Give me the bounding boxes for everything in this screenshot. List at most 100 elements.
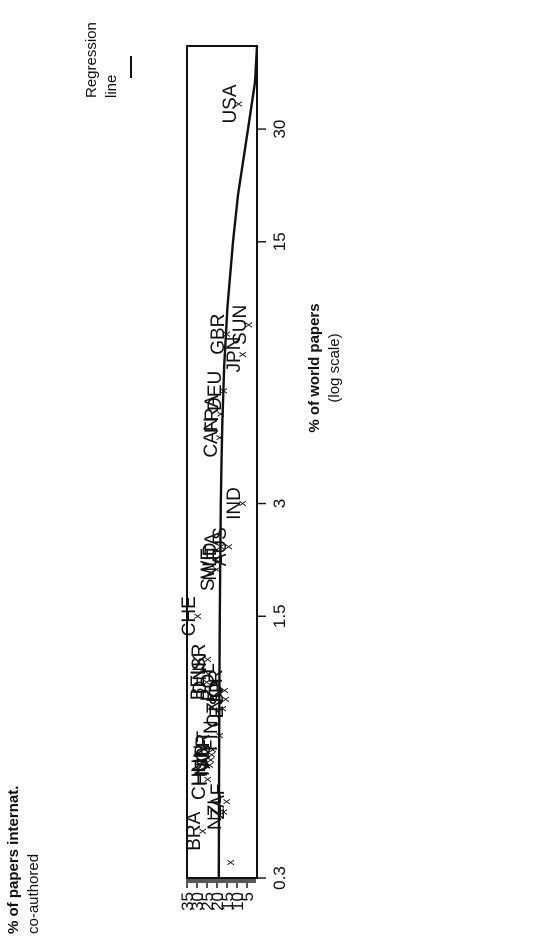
point-marker: x <box>216 809 230 815</box>
stray-marker: x <box>223 860 237 866</box>
x-axis-label-note: (log scale) <box>326 333 343 402</box>
x-tick-label: 1.5 <box>270 604 289 628</box>
point-label: CZK <box>204 689 225 727</box>
point-marker: x <box>204 752 218 758</box>
point-marker: x <box>213 544 227 550</box>
point-label: IND <box>224 487 245 520</box>
point-marker: x <box>200 776 214 782</box>
point-label: USA <box>220 84 241 123</box>
point-marker: x <box>231 101 245 107</box>
y-tick-label: 25 <box>198 892 217 911</box>
legend-label: Regression <box>83 22 100 98</box>
point-marker: x <box>203 757 217 763</box>
point-marker: x <box>219 799 233 805</box>
point-marker: x <box>202 762 216 768</box>
point-marker: x <box>235 352 249 358</box>
point-marker: x <box>212 435 226 441</box>
point-marker: x <box>211 559 225 565</box>
point-label: AUS <box>210 527 231 566</box>
point-label: NLD <box>200 543 221 581</box>
point-marker: x <box>209 566 223 572</box>
point-marker: x <box>195 828 209 834</box>
point-marker: x <box>241 322 255 328</box>
point-label: HUN <box>191 745 212 786</box>
y-tick-label: 5 <box>238 892 257 901</box>
point-marker: x <box>199 679 213 685</box>
point-label: ITA <box>202 532 223 560</box>
point-label: NOR <box>193 734 214 776</box>
point-marker: x <box>190 613 204 619</box>
point-label: DEU <box>205 371 226 411</box>
point-label: CHN <box>189 759 210 800</box>
point-marker: x <box>217 688 231 694</box>
x-tick-label: 0.3 <box>270 866 289 890</box>
point-label: GBR <box>208 314 229 355</box>
point-label: SWE <box>198 548 219 591</box>
point-label: ISR <box>189 644 210 676</box>
point-label: SUN <box>230 305 251 345</box>
point-marker: x <box>200 656 214 662</box>
y-tick-label: 20 <box>208 892 227 911</box>
point-marker: x <box>219 331 233 337</box>
point-marker: x <box>216 388 230 394</box>
x-axis-label: % of world papers <box>306 303 323 432</box>
point-label: AUT <box>194 730 215 768</box>
point-marker: x <box>209 679 223 685</box>
point-label: ISR <box>192 744 213 776</box>
point-label: FRA <box>202 395 223 433</box>
point-label: CHE <box>179 596 200 636</box>
point-label: FIN <box>201 720 222 751</box>
point-label: BRA <box>184 811 205 850</box>
x-tick-label: 3 <box>270 499 289 508</box>
point-marker: x <box>201 671 215 677</box>
x-tick-label: 15 <box>270 232 289 251</box>
y-tick-label: 10 <box>228 892 247 911</box>
point-label: CAN <box>201 418 222 458</box>
x-tick-label: 30 <box>270 120 289 139</box>
point-marker: x <box>212 733 226 739</box>
point-label: POL <box>198 663 219 701</box>
point-label: ZAF <box>208 784 229 820</box>
point-label: DNK <box>190 654 211 694</box>
point-marker: x <box>213 411 227 417</box>
point-marker: x <box>215 706 229 712</box>
regression-line <box>217 45 259 879</box>
point-marker: x <box>218 696 232 702</box>
y-tick-label: 15 <box>218 892 237 911</box>
point-label: NOR <box>206 669 227 711</box>
y-tick-label: 35 <box>178 892 197 911</box>
x-axis: 0.3 1.5 3 15 30 <box>257 120 289 890</box>
point-marker: x <box>235 501 249 507</box>
point-marker: x <box>221 544 235 550</box>
point-label: BEL <box>188 664 209 700</box>
